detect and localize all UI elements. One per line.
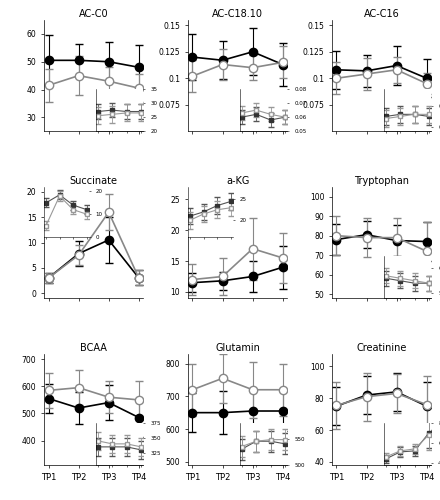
Title: Tryptophan: Tryptophan	[354, 176, 409, 186]
Title: a-KG: a-KG	[226, 176, 249, 186]
Title: AC-C16: AC-C16	[364, 9, 400, 19]
Title: Succinate: Succinate	[70, 176, 117, 186]
Title: AC-C0: AC-C0	[79, 9, 108, 19]
Title: AC-C18.10: AC-C18.10	[212, 9, 263, 19]
Title: BCAA: BCAA	[80, 343, 107, 353]
Title: Creatinine: Creatinine	[356, 343, 407, 353]
Title: Glutamin: Glutamin	[215, 343, 260, 353]
